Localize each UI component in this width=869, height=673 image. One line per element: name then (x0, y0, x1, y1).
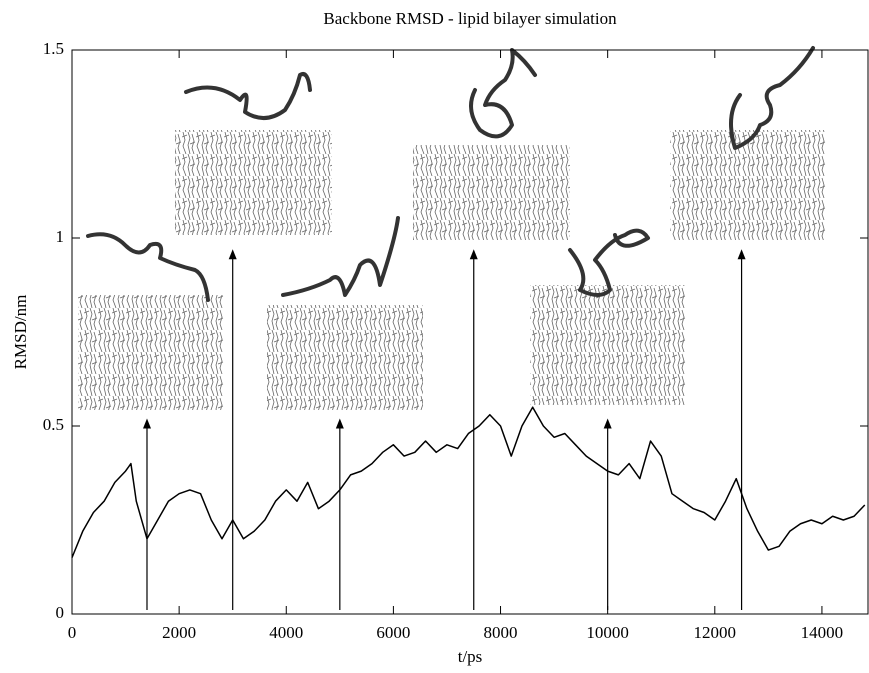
y-tick-label: 1 (56, 227, 65, 246)
bilayer-image (78, 295, 224, 410)
x-tick-label: 8000 (484, 623, 518, 642)
rmsd-line (71, 406, 866, 558)
y-tick-label: 0.5 (43, 415, 64, 434)
x-tick-label: 12000 (694, 623, 737, 642)
peptide-image (184, 72, 312, 120)
arrow-head (335, 418, 344, 429)
arrow-head (469, 249, 478, 260)
arrow-head (603, 418, 612, 429)
insets (78, 46, 826, 410)
arrow-head (142, 418, 151, 429)
bilayer-image (267, 305, 423, 410)
y-axis-label: RMSD/nm (11, 295, 30, 370)
bilayer-image (530, 285, 686, 405)
chart-title: Backbone RMSD - lipid bilayer simulation (323, 9, 617, 28)
y-tick-label: 1.5 (43, 39, 64, 58)
bilayer-image (413, 145, 570, 240)
bilayer-image (175, 130, 332, 235)
x-tick-label: 14000 (801, 623, 844, 642)
x-tick-label: 4000 (269, 623, 303, 642)
x-tick-label: 2000 (162, 623, 196, 642)
arrow-head (737, 249, 746, 260)
bilayer-image (670, 130, 826, 240)
peptide-image (729, 46, 815, 150)
peptide-image (86, 232, 210, 302)
peptide-image (281, 216, 400, 297)
y-tick-label: 0 (56, 603, 65, 622)
plot-frame (71, 49, 869, 615)
x-axis-label: t/ps (458, 647, 483, 666)
x-tick-label: 6000 (376, 623, 410, 642)
x-tick-label: 10000 (586, 623, 629, 642)
peptide-image (469, 48, 537, 139)
x-tick-label: 0 (68, 623, 77, 642)
peptide-image (568, 228, 650, 297)
arrow-head (228, 249, 237, 260)
